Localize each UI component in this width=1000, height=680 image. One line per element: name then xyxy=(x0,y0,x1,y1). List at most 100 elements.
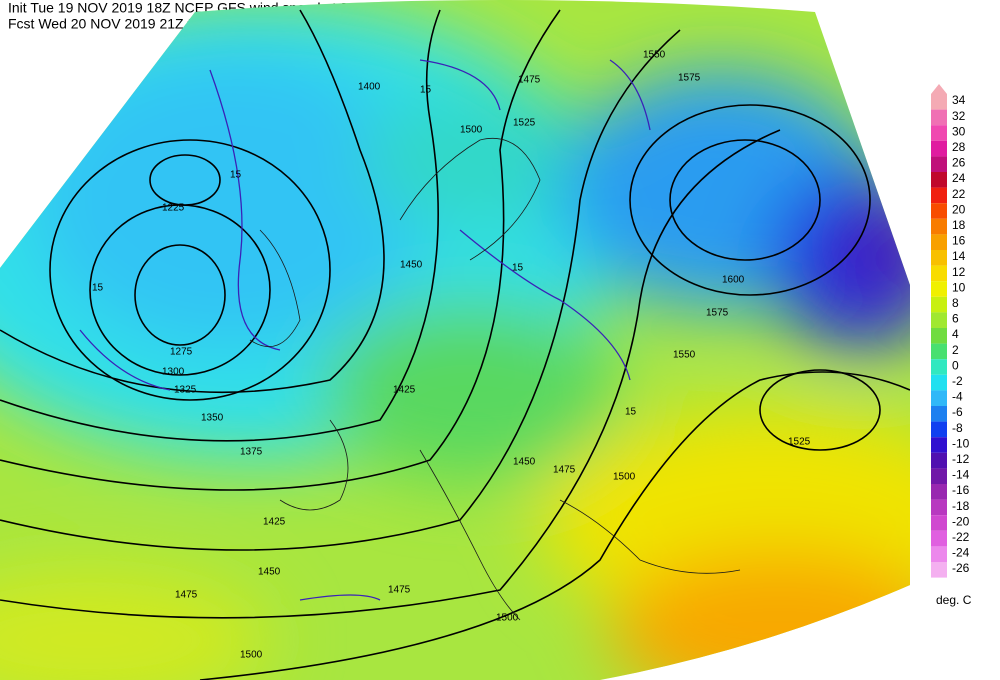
colorbar-box xyxy=(931,328,947,344)
colorbar-box xyxy=(931,562,947,578)
colorbar-arrow xyxy=(931,84,947,94)
colorbar-box xyxy=(931,359,947,375)
colorbar-label: 28 xyxy=(952,140,966,154)
wind-label: 15 xyxy=(420,85,432,96)
contour-label: 1475 xyxy=(175,590,198,601)
contour-label: 1450 xyxy=(258,567,281,578)
colorbar-label: -18 xyxy=(952,499,970,513)
colorbar-label: 24 xyxy=(952,171,966,185)
colorbar-label: 6 xyxy=(952,312,959,326)
colorbar-box xyxy=(931,265,947,282)
colorbar-box xyxy=(931,125,947,141)
colorbar-unit: deg. C xyxy=(936,593,972,607)
colorbar: deg. C 3432302826242220181614121086420-2… xyxy=(931,84,972,607)
colorbar-label: -22 xyxy=(952,530,970,544)
contour-label: 1425 xyxy=(393,385,416,396)
colorbar-label: 22 xyxy=(952,187,966,201)
colorbar-box xyxy=(931,437,947,453)
wind-label: 15 xyxy=(625,407,637,418)
colorbar-box xyxy=(931,109,947,126)
colorbar-box xyxy=(931,218,947,235)
colorbar-box xyxy=(931,94,947,110)
colorbar-box xyxy=(931,343,947,360)
contour-labels: 1225 1275 1300 1325 1350 1375 1400 1425 … xyxy=(92,50,811,661)
contour-label: 1575 xyxy=(706,308,729,319)
colorbar-label: -24 xyxy=(952,546,970,560)
contour-label: 1500 xyxy=(240,650,263,661)
colorbar-box xyxy=(931,250,947,266)
colorbar-label: -14 xyxy=(952,468,970,482)
colorbar-box xyxy=(931,234,947,250)
colorbar-label: -16 xyxy=(952,483,970,497)
contour-label: 1350 xyxy=(201,413,224,424)
contour-label: 1375 xyxy=(240,447,263,458)
contour-label: 1500 xyxy=(496,613,519,624)
colorbar-label: -12 xyxy=(952,452,970,466)
contour-label: 1500 xyxy=(460,125,483,136)
contour-label: 1475 xyxy=(553,465,576,476)
colorbar-label: 34 xyxy=(952,93,966,107)
colorbar-label: 4 xyxy=(952,327,959,341)
contour-label: 1450 xyxy=(400,260,423,271)
colorbar-box xyxy=(931,203,947,219)
colorbar-box xyxy=(931,390,947,406)
contour-label: 1275 xyxy=(170,347,193,358)
contour-label: 1500 xyxy=(613,472,636,483)
colorbar-label: -4 xyxy=(952,390,963,404)
wind-label: 15 xyxy=(512,263,524,274)
contour-label: 1325 xyxy=(174,385,197,396)
colorbar-label: 20 xyxy=(952,202,966,216)
colorbar-label: 26 xyxy=(952,156,966,170)
colorbar-label: -6 xyxy=(952,405,963,419)
contour-label: 1300 xyxy=(162,367,185,378)
colorbar-box xyxy=(931,484,947,500)
height-contours xyxy=(0,9,910,680)
colorbar-box xyxy=(931,187,947,204)
colorbar-box xyxy=(931,468,947,484)
colorbar-label: 12 xyxy=(952,265,966,279)
colorbar-box xyxy=(931,172,947,188)
colorbar-label: 30 xyxy=(952,124,966,138)
contour-label: 1475 xyxy=(388,585,411,596)
colorbar-label: -2 xyxy=(952,374,963,388)
contour-label: 1225 xyxy=(162,203,185,214)
colorbar-box xyxy=(931,530,947,547)
contour-label: 1575 xyxy=(678,73,701,84)
colorbar-label: -8 xyxy=(952,421,963,435)
contour-label: 1450 xyxy=(513,457,536,468)
colorbar-label: 10 xyxy=(952,280,966,294)
colorbar-box xyxy=(931,452,947,469)
colorbar-box xyxy=(931,281,947,297)
colorbar-box xyxy=(931,421,947,438)
contour-label: 1400 xyxy=(358,82,381,93)
wind-contours xyxy=(79,59,651,601)
contour-label: 1425 xyxy=(263,517,286,528)
colorbar-box xyxy=(931,499,947,516)
colorbar-box xyxy=(931,515,947,531)
contour-label: 1525 xyxy=(788,437,811,448)
colorbar-label: 18 xyxy=(952,218,966,232)
contour-label: 1550 xyxy=(673,350,696,361)
colorbar-box xyxy=(931,406,947,422)
contour-label: 1525 xyxy=(513,118,536,129)
colorbar-box xyxy=(931,140,947,157)
coastlines xyxy=(249,138,741,621)
colorbar-box xyxy=(931,156,947,172)
wind-label: 15 xyxy=(230,170,242,181)
colorbar-label: 8 xyxy=(952,296,959,310)
colorbar-label: -26 xyxy=(952,561,970,575)
colorbar-box xyxy=(931,312,947,328)
colorbar-label: -10 xyxy=(952,436,970,450)
colorbar-label: 2 xyxy=(952,343,959,357)
contour-label: 1475 xyxy=(518,75,541,86)
colorbar-label: 14 xyxy=(952,249,966,263)
wind-label: 15 xyxy=(92,283,104,294)
colorbar-label: 16 xyxy=(952,234,966,248)
contour-label: 1600 xyxy=(722,275,745,286)
colorbar-label: 32 xyxy=(952,109,966,123)
colorbar-box xyxy=(931,296,947,313)
colorbar-box xyxy=(931,546,947,562)
colorbar-box xyxy=(931,374,947,391)
colorbar-label: 0 xyxy=(952,358,959,372)
